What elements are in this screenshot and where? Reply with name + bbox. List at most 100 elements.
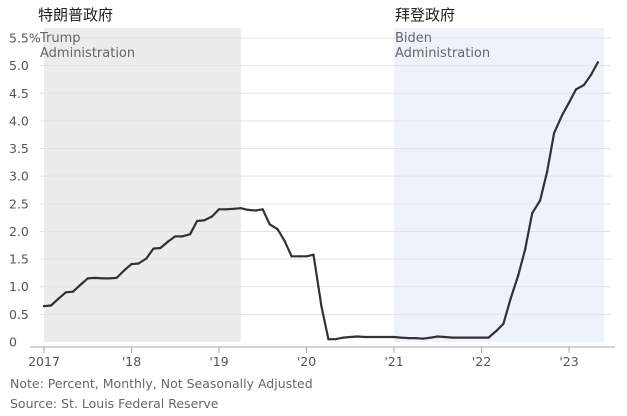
y-tick-label: 4.5 xyxy=(9,86,29,101)
data-point xyxy=(327,338,330,341)
data-point xyxy=(553,131,556,135)
administration-bands xyxy=(44,28,604,342)
data-point xyxy=(342,336,345,339)
y-tick-label: 2.5 xyxy=(9,196,29,211)
y-tick-label: 3.0 xyxy=(9,169,29,184)
data-point xyxy=(509,298,512,301)
data-point xyxy=(312,253,315,256)
data-point xyxy=(539,199,542,202)
data-point xyxy=(123,269,126,272)
data-point xyxy=(385,335,389,339)
data-point xyxy=(305,255,308,258)
y-axis-ticks: 0 0.5 1.0 1.5 2.0 2.5 3.0 3.5 4.0 4.5 5.0 5.5% xyxy=(9,31,41,350)
data-point xyxy=(531,212,534,215)
chart-note: Note: Percent, Monthly, Not Seasonally A… xyxy=(10,376,313,391)
data-point xyxy=(145,257,148,260)
data-point xyxy=(108,277,111,280)
data-point xyxy=(392,335,396,339)
x-tick-label: '19 xyxy=(209,354,228,369)
data-point xyxy=(334,338,337,341)
data-point xyxy=(167,240,170,243)
trump-administration-title: 特朗普政府 xyxy=(38,6,114,24)
data-point xyxy=(567,101,571,104)
x-tick-label: 2017 xyxy=(28,354,60,369)
data-point xyxy=(546,170,549,173)
y-tick-label: 0 xyxy=(9,335,17,350)
data-point xyxy=(42,304,46,308)
data-point xyxy=(458,336,461,339)
y-tick-label: 0.5 xyxy=(9,307,29,322)
data-point xyxy=(115,276,118,279)
data-point xyxy=(224,208,228,211)
biden-administration-band xyxy=(394,28,604,342)
data-point xyxy=(159,246,162,250)
data-point xyxy=(364,335,367,339)
data-point xyxy=(246,208,249,211)
y-tick-label: 4.0 xyxy=(9,113,29,128)
y-tick-label: 5.0 xyxy=(9,58,29,73)
data-point xyxy=(371,335,374,339)
trump-band-label-line2: Administration xyxy=(40,46,135,61)
data-point xyxy=(574,88,578,91)
x-tick-label: '20 xyxy=(297,354,316,369)
data-point xyxy=(101,277,104,280)
trump-band-label-line1: Trump xyxy=(39,31,81,46)
data-point xyxy=(261,208,264,211)
data-point xyxy=(239,207,242,210)
chart-source: Source: St. Louis Federal Reserve xyxy=(10,396,219,411)
data-point xyxy=(356,335,359,338)
y-tick-label: 3.5 xyxy=(9,141,29,156)
data-point xyxy=(290,255,293,258)
x-axis-ticks: 2017 '18 '19 '20 '21 '22 '23 xyxy=(28,347,579,369)
data-point xyxy=(217,208,221,211)
data-point xyxy=(407,337,410,340)
data-point xyxy=(93,276,96,279)
data-point xyxy=(349,335,352,339)
data-point xyxy=(268,223,271,226)
data-point xyxy=(560,114,564,117)
data-point xyxy=(443,335,446,339)
y-tick-label: 1.0 xyxy=(9,279,29,294)
data-point xyxy=(465,336,468,339)
biden-band-label-line1: Biden xyxy=(395,31,432,46)
gridlines xyxy=(40,37,611,315)
series-points xyxy=(42,61,599,341)
data-point xyxy=(487,336,490,339)
trump-administration-band xyxy=(44,28,241,342)
data-point xyxy=(196,219,199,223)
data-point xyxy=(283,239,286,242)
data-point xyxy=(473,336,476,339)
data-point xyxy=(429,336,432,339)
data-point xyxy=(130,262,133,266)
data-point xyxy=(203,219,206,222)
data-point xyxy=(152,247,155,250)
x-tick-label: '18 xyxy=(122,354,141,369)
data-point xyxy=(480,336,483,339)
data-point xyxy=(582,83,585,87)
data-point xyxy=(49,304,53,307)
x-tick-label: '22 xyxy=(472,354,491,369)
data-point xyxy=(414,337,417,340)
data-point xyxy=(137,262,140,265)
biden-administration-title: 拜登政府 xyxy=(395,6,456,24)
data-point xyxy=(254,209,257,212)
data-point xyxy=(181,235,184,238)
x-tick-label: '23 xyxy=(559,354,578,369)
data-point xyxy=(378,335,381,339)
data-point xyxy=(451,336,454,339)
data-point xyxy=(298,255,301,258)
data-point xyxy=(79,283,82,286)
data-point xyxy=(502,322,505,325)
y-tick-label: 1.5 xyxy=(9,252,29,267)
data-point xyxy=(320,304,323,308)
y-tick-label: 2.0 xyxy=(9,224,29,239)
data-point xyxy=(210,215,214,218)
data-point xyxy=(589,73,592,77)
data-point xyxy=(421,337,424,340)
data-point xyxy=(71,290,74,293)
biden-band-label-line2: Administration xyxy=(395,46,490,61)
data-point xyxy=(524,248,527,251)
data-point xyxy=(399,336,403,339)
data-point xyxy=(596,61,599,64)
